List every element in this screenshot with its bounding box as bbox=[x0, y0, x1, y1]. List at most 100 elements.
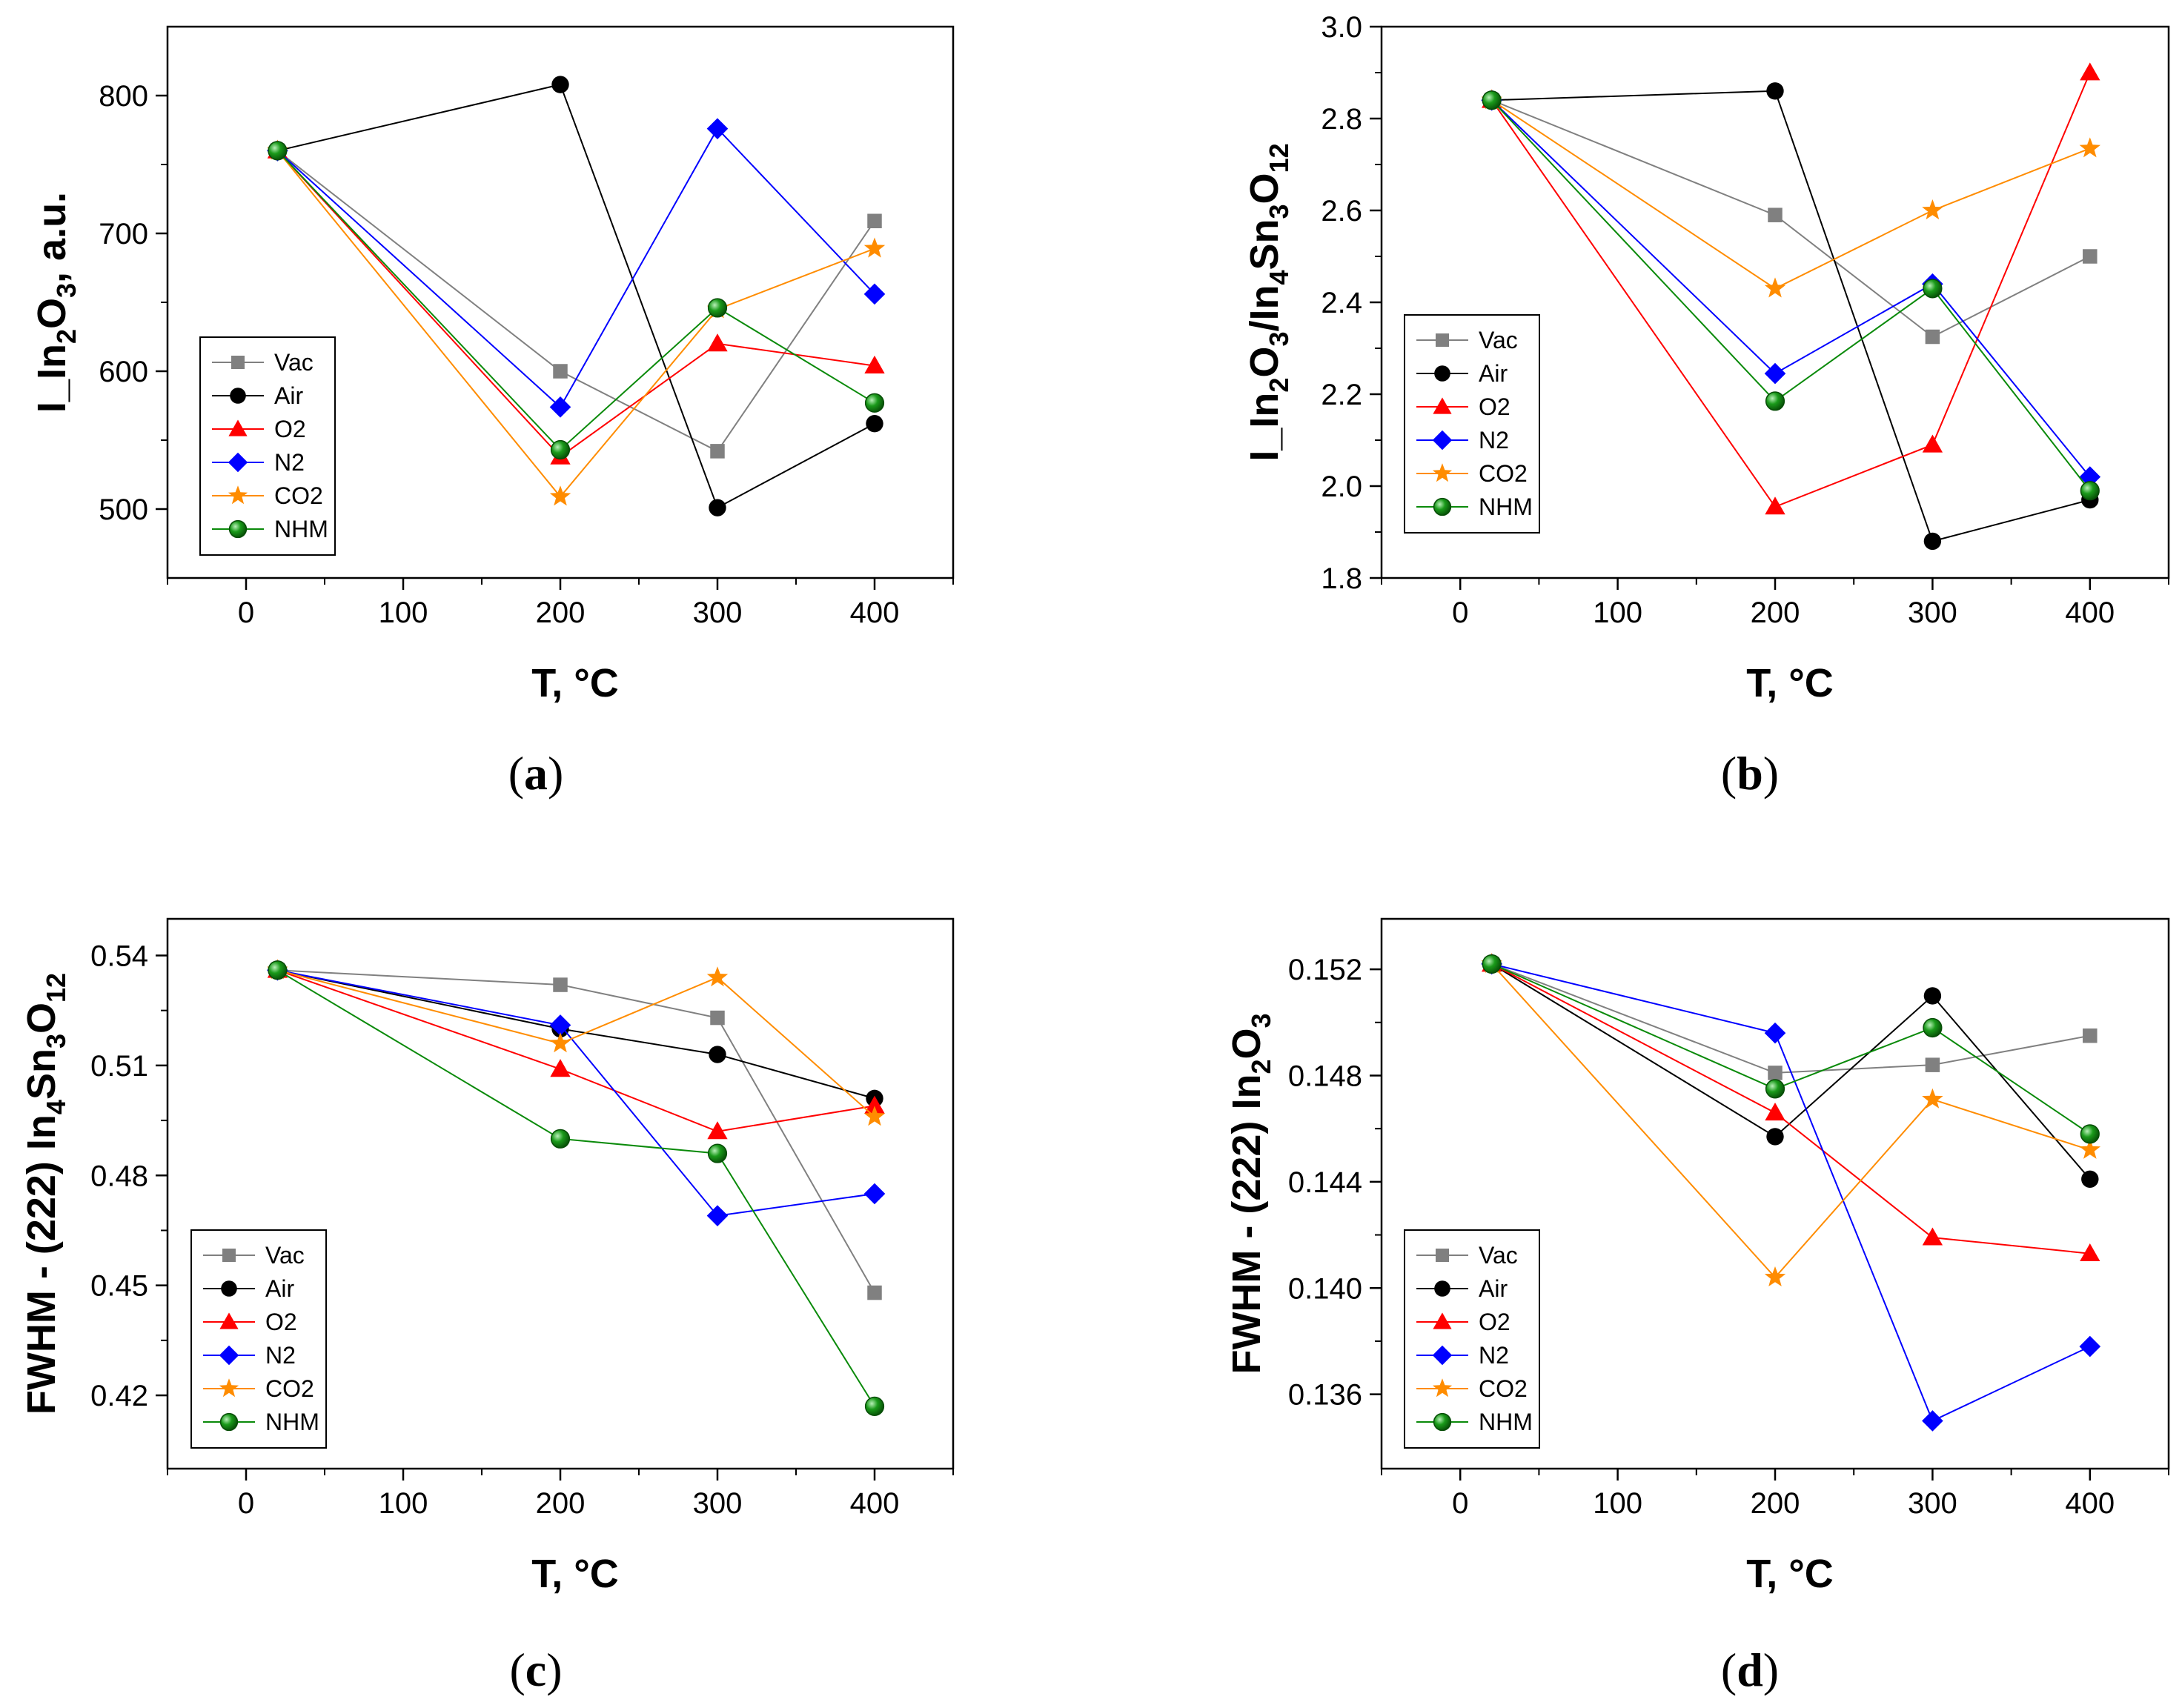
y-tick-label: 0.51 bbox=[90, 1050, 148, 1083]
chart-panel-a: 0 100 200 300 400 500 600 700 800 T, °C I_In2O3, a… bbox=[30, 25, 955, 800]
y-axis-label: I_In2O3, a.u. bbox=[30, 192, 82, 413]
caption-letter: b bbox=[1737, 747, 1763, 800]
y-axis-label-part: , a.u. bbox=[30, 192, 74, 283]
x-tick-label: 100 bbox=[379, 597, 428, 629]
series-line-o2 bbox=[277, 969, 875, 1132]
legend-label: Vac bbox=[1479, 1242, 1518, 1269]
legend-marker bbox=[222, 1249, 236, 1262]
data-point-vac bbox=[553, 977, 568, 992]
legend-item-n2: N2 bbox=[1416, 427, 1509, 453]
series-line-co2 bbox=[276, 150, 875, 498]
data-point-vac bbox=[1925, 1057, 1940, 1072]
data-point-nhm bbox=[550, 1129, 571, 1149]
y-tick-label: 0.152 bbox=[1288, 954, 1362, 986]
x-axis-label: T, °C bbox=[1746, 661, 1834, 705]
y-axis-label-part: O bbox=[1224, 1029, 1269, 1060]
y-axis-label-part: O bbox=[1242, 347, 1287, 378]
y-axis-label-part: I_In bbox=[30, 344, 74, 413]
data-point-co2 bbox=[863, 237, 886, 258]
data-point-co2 bbox=[2079, 1138, 2100, 1159]
panel-caption: (c) bbox=[509, 1644, 562, 1696]
legend-marker bbox=[221, 1280, 237, 1297]
series-line-air bbox=[1491, 963, 2091, 1180]
y-tick-label: 0.48 bbox=[90, 1160, 148, 1192]
series-nhm bbox=[268, 960, 885, 1417]
y-tick-label: 2.2 bbox=[1321, 379, 1362, 411]
legend-marker bbox=[228, 519, 248, 539]
legend-marker bbox=[219, 1412, 239, 1432]
series-line-o2 bbox=[1491, 963, 2090, 1255]
caption-paren: ) bbox=[1763, 1644, 1779, 1696]
y-axis-label-part: I_In bbox=[1242, 393, 1287, 462]
data-point-n2 bbox=[549, 396, 571, 418]
legend-item-air: Air bbox=[203, 1275, 294, 1302]
y-tick-label: 0.148 bbox=[1288, 1060, 1362, 1092]
y-axis-label-subscript: 3 bbox=[1264, 204, 1294, 219]
legend-item-vac: Vac bbox=[1416, 327, 1518, 353]
legend-marker bbox=[228, 485, 248, 505]
legend-item-air: Air bbox=[212, 382, 303, 409]
series-vac bbox=[1484, 957, 2098, 1080]
data-point-nhm bbox=[1482, 954, 1502, 974]
data-point-n2 bbox=[2079, 1335, 2101, 1358]
y-tick-label: 0.144 bbox=[1288, 1166, 1362, 1199]
chart-panel-c: 0 100 200 300 400 0.42 0.45 0.48 0.51 0.54 T, °C FW… bbox=[19, 917, 955, 1696]
data-point-co2 bbox=[549, 485, 571, 506]
legend-label: NHM bbox=[1479, 1409, 1533, 1435]
y-axis-label-subscript: 3 bbox=[1246, 1013, 1276, 1028]
legend-item-o2: O2 bbox=[1416, 393, 1511, 420]
x-tick-label: 400 bbox=[850, 1487, 900, 1520]
series-line-vac bbox=[277, 969, 875, 1294]
legend-item-vac: Vac bbox=[203, 1242, 305, 1269]
x-tick-label: 400 bbox=[850, 597, 900, 629]
data-point-air bbox=[1766, 82, 1784, 100]
legend-label: NHM bbox=[1479, 494, 1533, 520]
series-nhm bbox=[1482, 954, 2100, 1144]
caption-letter: d bbox=[1737, 1644, 1763, 1696]
data-point-n2 bbox=[1764, 362, 1786, 385]
data-point-nhm bbox=[1765, 391, 1785, 411]
y-axis-label-part: FWHM - (222) In bbox=[1224, 1074, 1269, 1375]
legend-label: NHM bbox=[265, 1409, 319, 1435]
data-point-co2 bbox=[1764, 277, 1786, 298]
legend-item-n2: N2 bbox=[1416, 1342, 1509, 1369]
x-tick-label: 100 bbox=[1593, 597, 1642, 629]
panel-caption: (d) bbox=[1721, 1644, 1779, 1696]
series-line-vac bbox=[1491, 963, 2090, 1074]
y-axis-label-subscript: 12 bbox=[1264, 143, 1294, 173]
data-point-co2 bbox=[706, 966, 729, 987]
data-point-n2 bbox=[1922, 1410, 1943, 1432]
legend-marker bbox=[219, 1345, 239, 1366]
y-axis-label: I_In2O3/In4Sn3O12 bbox=[1242, 143, 1294, 461]
y-axis-label-subscript: 2 bbox=[1246, 1060, 1276, 1074]
x-axis-label: T, °C bbox=[531, 661, 619, 705]
legend-item-co2: CO2 bbox=[1416, 460, 1528, 487]
legend-marker bbox=[1434, 365, 1450, 382]
data-point-o2 bbox=[1765, 496, 1785, 515]
y-tick-label: 2.4 bbox=[1321, 287, 1362, 319]
data-point-o2 bbox=[864, 1095, 885, 1114]
legend-marker bbox=[231, 356, 245, 369]
x-axis-label: T, °C bbox=[1746, 1552, 1834, 1596]
legend-item-n2: N2 bbox=[203, 1342, 296, 1369]
y-axis-label-part: O bbox=[30, 298, 74, 329]
legend-label: Vac bbox=[274, 349, 314, 376]
legend-label: NHM bbox=[274, 516, 328, 542]
series-line-air bbox=[277, 969, 875, 1100]
data-point-air bbox=[2081, 1170, 2099, 1188]
data-point-vac bbox=[1768, 207, 1783, 222]
y-axis-label-part: /In bbox=[1242, 285, 1287, 332]
data-point-vac bbox=[710, 444, 725, 459]
series-n2 bbox=[267, 118, 886, 418]
y-axis-label-subscript: 4 bbox=[41, 1100, 71, 1114]
data-point-co2 bbox=[2079, 137, 2100, 158]
legend-marker bbox=[1432, 430, 1453, 451]
legend-marker bbox=[1432, 1378, 1453, 1398]
data-point-vac bbox=[1768, 1066, 1783, 1080]
series-line-air bbox=[277, 83, 875, 509]
y-axis-label-subscript: 3 bbox=[1264, 332, 1294, 347]
data-point-o2 bbox=[2080, 1243, 2100, 1262]
caption-paren: ) bbox=[1763, 747, 1779, 800]
series-co2 bbox=[267, 959, 886, 1126]
